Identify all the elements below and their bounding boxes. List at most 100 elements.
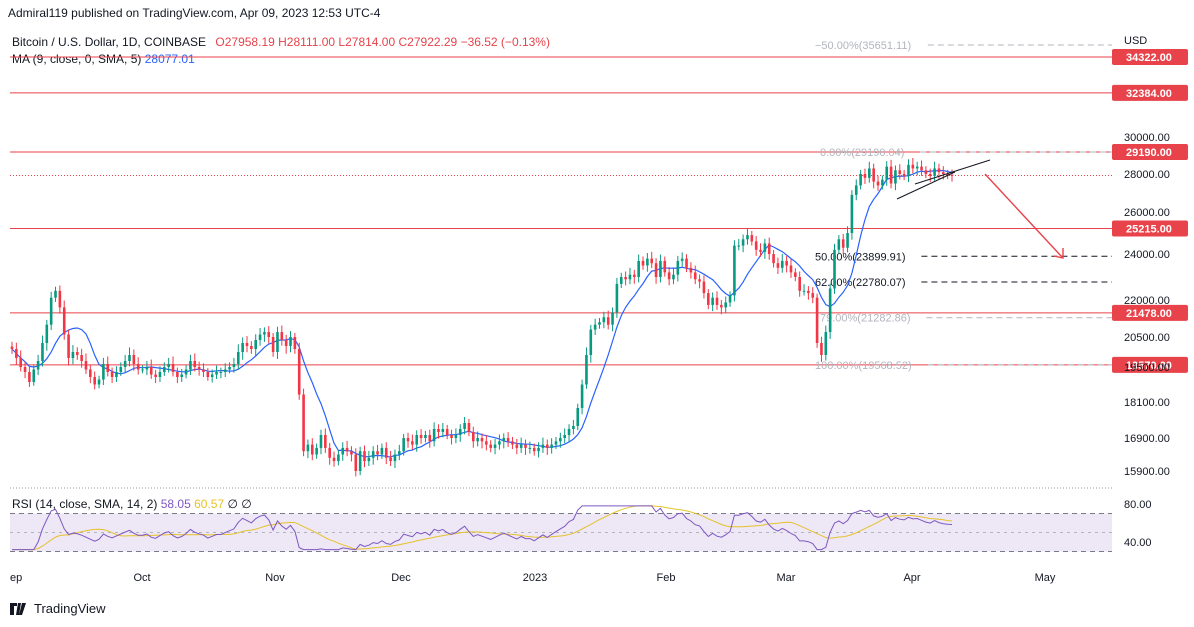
candle-body — [889, 166, 893, 184]
candle-body — [184, 369, 188, 375]
candle-body — [284, 340, 288, 346]
candle-body — [602, 317, 606, 323]
candle-body — [424, 435, 427, 438]
candle-body — [650, 258, 654, 264]
level-price-tag — [1112, 220, 1188, 237]
candle-body — [297, 349, 301, 395]
candle-body — [480, 438, 484, 442]
trendline-lower — [896, 171, 956, 200]
candle-body — [907, 164, 910, 176]
candle-body — [733, 245, 736, 296]
level-price-tag — [1112, 49, 1188, 66]
candle-body — [402, 438, 405, 452]
candle-body — [393, 454, 397, 462]
candle-body — [32, 369, 36, 382]
level-price-label: 21478.00 — [1126, 308, 1172, 320]
close-value: C27922.29 — [398, 35, 458, 49]
candle-body — [615, 283, 619, 313]
candle-body — [241, 343, 244, 352]
candle-body — [341, 447, 345, 455]
candle-body — [136, 364, 140, 370]
rsi-band — [10, 513, 1112, 552]
candle-body — [328, 447, 331, 458]
candle-body — [633, 274, 636, 277]
time-axis-tick: ep — [10, 572, 22, 584]
candle-body — [815, 297, 819, 343]
time-axis-tick: 2023 — [523, 572, 547, 584]
candle-body — [585, 355, 588, 385]
candle-body — [489, 444, 493, 448]
candle-body — [524, 444, 527, 448]
candle-body — [924, 170, 928, 174]
candle-body — [128, 355, 131, 361]
bearish-arrow — [984, 173, 1063, 258]
candle-body — [132, 355, 136, 364]
candle-body — [428, 435, 432, 442]
candle-body — [706, 293, 710, 305]
candle-body — [102, 364, 105, 380]
rsi-legend[interactable]: RSI (14, close, SMA, 14, 2) 58.05 60.57 … — [12, 497, 252, 511]
candle-body — [345, 447, 349, 452]
candle-body — [236, 352, 240, 364]
candle-body — [350, 451, 353, 455]
candle-body — [898, 170, 902, 174]
level-price-label: 19570.00 — [1126, 360, 1172, 372]
candle-body — [23, 367, 27, 372]
candle-body — [389, 457, 392, 462]
candle-body — [920, 166, 923, 171]
candle-body — [223, 369, 227, 372]
candle-body — [928, 174, 932, 176]
time-axis-tick: Oct — [133, 572, 150, 584]
brand-label: TradingView — [34, 601, 106, 616]
rsi-ma-line — [12, 505, 953, 551]
price-axis-tick: 20500.00 — [1124, 332, 1170, 344]
tradingview-footer[interactable]: TradingView — [10, 601, 106, 616]
candle-body — [62, 307, 66, 335]
rsi-axis-tick: 40.00 — [1124, 537, 1152, 549]
ma-legend[interactable]: MA (9, close, 0, SMA, 5) 28077.01 — [12, 52, 195, 66]
candle-body — [841, 239, 845, 248]
candle-body — [58, 290, 62, 308]
change-value: −36.52 (−0.13%) — [460, 35, 550, 49]
candle-body — [720, 304, 723, 308]
candle-body — [280, 332, 284, 340]
candle-body — [946, 174, 949, 175]
candle-body — [232, 364, 236, 367]
candle-body — [545, 444, 549, 448]
candle-body — [619, 277, 623, 284]
fib-label: 100.00%(19568.52) — [815, 360, 912, 372]
candle-body — [559, 438, 562, 442]
candle-body — [767, 243, 771, 254]
symbol-legend[interactable]: Bitcoin / U.S. Dollar, 1D, COINBASE O279… — [12, 35, 550, 49]
open-value: O27958.19 — [215, 35, 275, 49]
candle-body — [476, 438, 479, 442]
candle-body — [250, 346, 253, 349]
candle-body — [511, 441, 514, 445]
candle-body — [776, 263, 780, 268]
candle-body — [863, 174, 867, 178]
candle-body — [941, 172, 945, 174]
candle-body — [354, 454, 358, 471]
candle-body — [367, 457, 371, 462]
fib-label: −50.00%(35651.11) — [815, 40, 911, 52]
candle-body — [415, 435, 419, 445]
candle-body — [659, 260, 662, 277]
candle-body — [419, 435, 423, 438]
candle-body — [724, 302, 728, 308]
candle-body — [115, 372, 118, 377]
ma-value: 28077.01 — [144, 52, 195, 66]
candle-body — [254, 340, 258, 349]
currency-label[interactable]: USD — [1124, 35, 1148, 47]
candle-body — [358, 451, 362, 471]
price-axis-tick: 15900.00 — [1124, 466, 1170, 478]
candle-body — [441, 429, 445, 432]
candle-body — [276, 332, 279, 352]
candle-body — [711, 297, 714, 305]
candle-body — [219, 372, 223, 373]
candle-body — [554, 441, 558, 445]
fib-label: 79.00%(21282.86) — [820, 313, 911, 325]
candle-body — [123, 361, 127, 367]
candle-body — [54, 290, 57, 298]
candle-body — [36, 361, 40, 370]
